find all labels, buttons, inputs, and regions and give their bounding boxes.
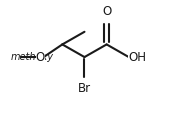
Text: O: O <box>36 51 45 64</box>
Text: O: O <box>102 5 111 18</box>
Text: Br: Br <box>78 82 91 95</box>
Text: OH: OH <box>129 51 147 64</box>
Text: methoxy: methoxy <box>10 52 53 62</box>
